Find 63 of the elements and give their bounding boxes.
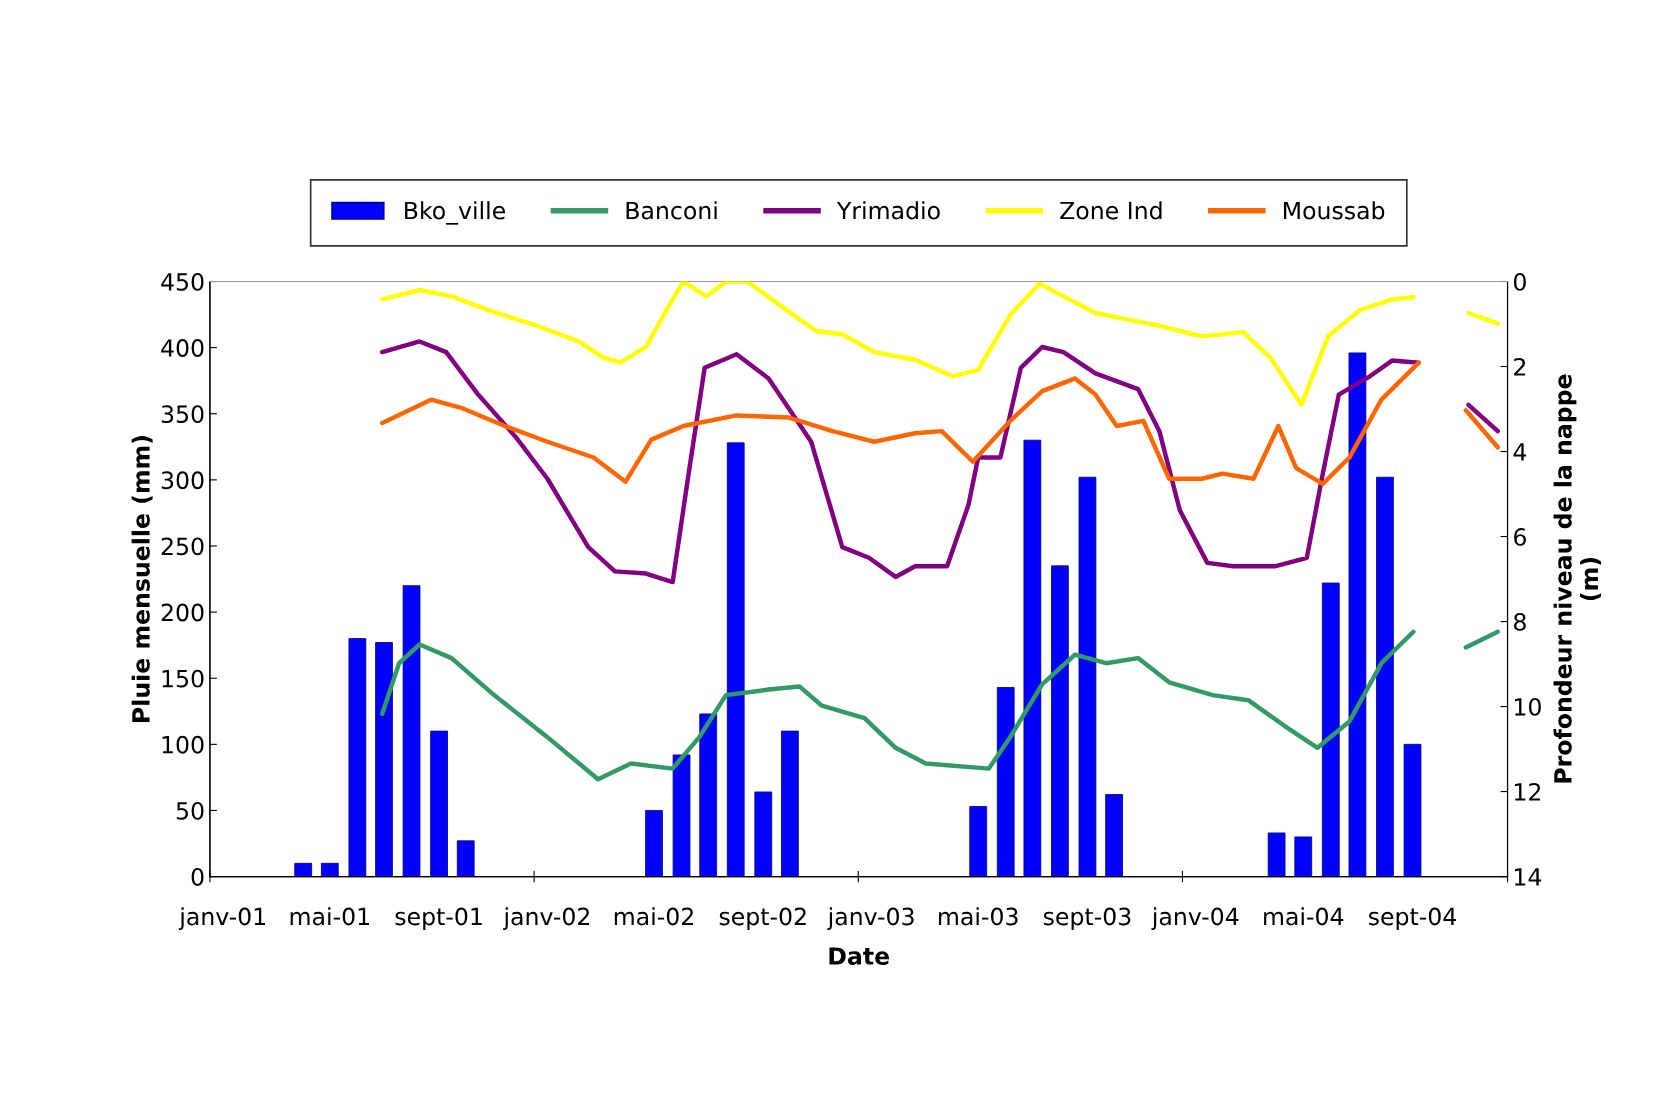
y2-axis-title: Profondeur niveau de la nappe (m): [1553, 374, 1602, 783]
bar: [1105, 794, 1123, 877]
y-tick-label: 300: [161, 471, 204, 490]
bar: [969, 806, 988, 877]
x-tick-label: mai-03: [939, 907, 1018, 926]
y-tick-label: 150: [162, 669, 204, 688]
x-axis-title: Date: [829, 947, 890, 965]
bar: [1051, 565, 1069, 877]
legend-label: Banconi: [626, 201, 717, 220]
legend-label: Bko_ville: [405, 201, 505, 225]
legend-label: Zone Ind: [1060, 201, 1162, 220]
bar: [294, 862, 313, 877]
y-axis-title: Pluie mensuelle (mm): [131, 436, 153, 722]
x-tick-label: janv-01: [178, 907, 266, 930]
bar: [645, 810, 663, 877]
x-tick-label: sept-01: [395, 907, 482, 930]
y-tick-label: 350: [161, 405, 204, 424]
x-tick-label: mai-02: [614, 907, 693, 926]
y-tick-label: 400: [161, 339, 204, 357]
y2-tick-label: 0: [1513, 272, 1526, 291]
bar: [1267, 832, 1286, 877]
y2-tick-label: 2: [1514, 357, 1526, 376]
bar: [1078, 476, 1097, 877]
bar: [754, 791, 773, 877]
bar: [1321, 582, 1340, 877]
x-tick-label: mai-04: [1264, 907, 1344, 926]
y-tick-label: 100: [162, 735, 204, 754]
bar: [320, 862, 339, 877]
y-tick-label: 200: [161, 603, 204, 622]
bar: [1294, 836, 1313, 877]
bar: [699, 713, 718, 877]
x-tick-label: sept-04: [1368, 907, 1456, 930]
bar: [781, 730, 799, 877]
bar: [430, 730, 448, 877]
legend-label: Yrimadio: [836, 201, 940, 220]
bar: [375, 642, 393, 877]
y2-tick-label: 10: [1514, 698, 1541, 716]
y-tick-label: 0: [191, 868, 204, 886]
y2-tick-label: 8: [1514, 613, 1526, 631]
bar: [1023, 439, 1042, 877]
x-tick-label: janv-03: [827, 907, 914, 930]
bar: [996, 687, 1015, 877]
y2-tick-label: 14: [1514, 868, 1542, 886]
y2-tick-label: 4: [1513, 443, 1527, 461]
x-tick-label: sept-03: [1043, 907, 1131, 930]
y-tick-label: 50: [176, 801, 204, 820]
legend-label: Moussab: [1284, 201, 1385, 220]
bar: [456, 840, 475, 877]
x-tick-label: janv-02: [503, 907, 590, 930]
y-tick-label: 250: [161, 537, 204, 556]
bar: [1348, 352, 1367, 877]
bar: [1376, 476, 1394, 877]
bar: [672, 754, 691, 877]
y-tick-label: 450: [161, 272, 204, 291]
bar: [348, 638, 367, 877]
y2-tick-label: 6: [1514, 527, 1526, 546]
bar: [402, 585, 421, 877]
y2-tick-label: 12: [1514, 783, 1541, 801]
x-tick-label: janv-04: [1151, 907, 1239, 930]
x-tick-label: mai-01: [290, 907, 369, 926]
bar: [1403, 743, 1422, 877]
x-tick-label: sept-02: [719, 907, 806, 930]
bar: [726, 442, 745, 877]
